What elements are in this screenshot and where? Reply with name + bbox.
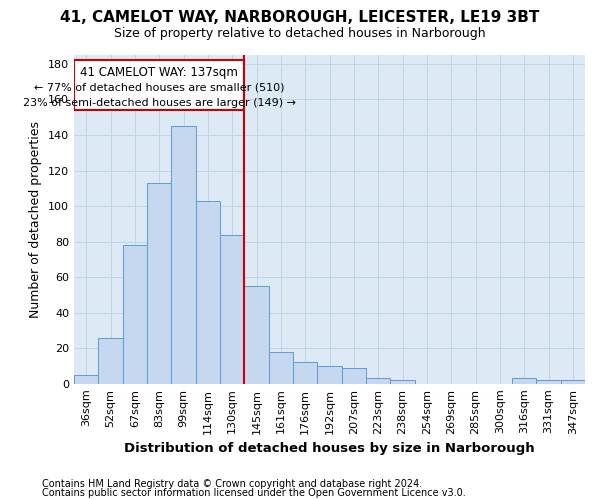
Bar <box>147 183 172 384</box>
Bar <box>536 380 560 384</box>
Text: 41 CAMELOT WAY: 137sqm: 41 CAMELOT WAY: 137sqm <box>80 66 238 80</box>
Bar <box>391 380 415 384</box>
Bar <box>366 378 391 384</box>
Bar <box>244 286 269 384</box>
Bar <box>74 375 98 384</box>
Bar <box>172 126 196 384</box>
Bar <box>220 234 244 384</box>
Bar <box>196 200 220 384</box>
Bar <box>317 366 341 384</box>
Bar <box>293 362 317 384</box>
X-axis label: Distribution of detached houses by size in Narborough: Distribution of detached houses by size … <box>124 442 535 455</box>
Text: Contains public sector information licensed under the Open Government Licence v3: Contains public sector information licen… <box>42 488 466 498</box>
Bar <box>122 245 147 384</box>
Bar <box>98 338 122 384</box>
Bar <box>560 380 585 384</box>
Bar <box>74 60 244 110</box>
Text: Contains HM Land Registry data © Crown copyright and database right 2024.: Contains HM Land Registry data © Crown c… <box>42 479 422 489</box>
Bar <box>341 368 366 384</box>
Y-axis label: Number of detached properties: Number of detached properties <box>29 121 43 318</box>
Text: Size of property relative to detached houses in Narborough: Size of property relative to detached ho… <box>114 28 486 40</box>
Bar <box>269 352 293 384</box>
Text: 23% of semi-detached houses are larger (149) →: 23% of semi-detached houses are larger (… <box>23 98 296 108</box>
Text: 41, CAMELOT WAY, NARBOROUGH, LEICESTER, LE19 3BT: 41, CAMELOT WAY, NARBOROUGH, LEICESTER, … <box>61 10 539 25</box>
Text: ← 77% of detached houses are smaller (510): ← 77% of detached houses are smaller (51… <box>34 82 284 92</box>
Bar <box>512 378 536 384</box>
